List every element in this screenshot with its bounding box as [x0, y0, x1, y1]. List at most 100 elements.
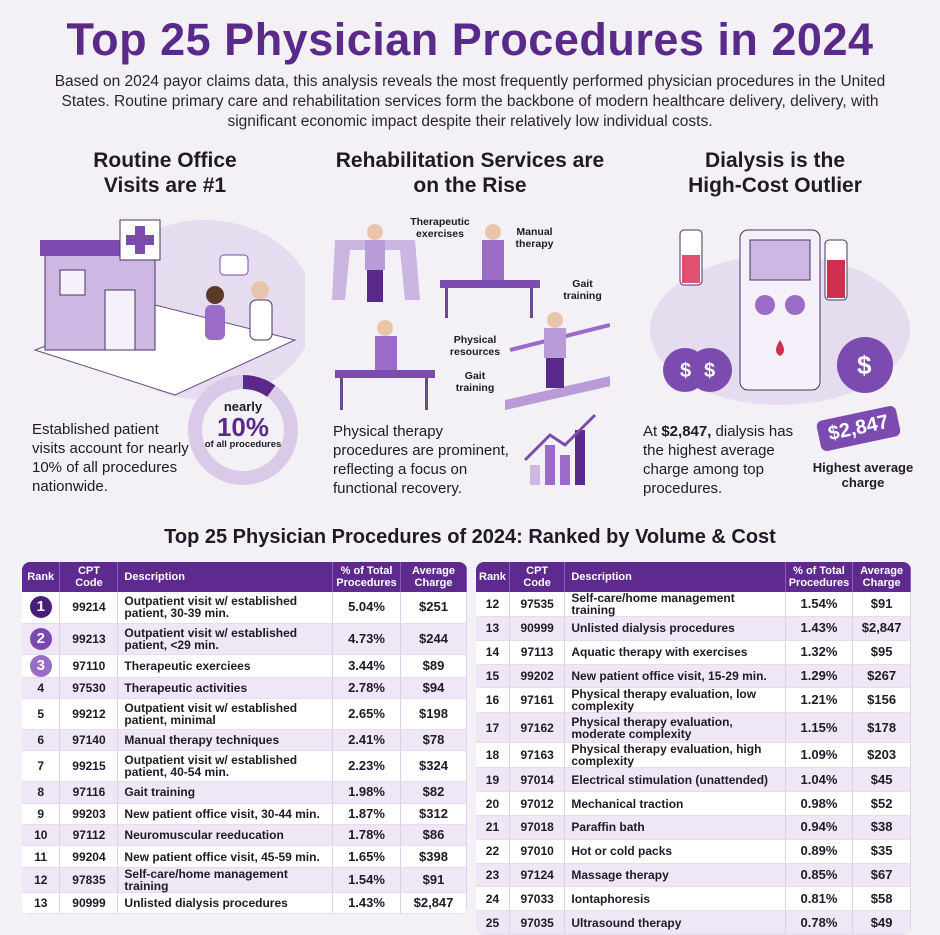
column-header: Description: [117, 562, 334, 592]
description-cell: Electrical stimulation (unattended): [564, 767, 786, 793]
percent-cell: 1.98%: [332, 781, 402, 804]
table-row: 1 99214 Outpatient visit w/ established pa…: [22, 592, 467, 624]
column-header: % of Total Procedures: [332, 562, 402, 592]
rank-cell: 23: [476, 863, 510, 888]
description-cell: Mechanical traction: [564, 791, 786, 816]
rank-cell: 13: [476, 616, 510, 641]
cpt-code-cell: 97835: [59, 867, 119, 893]
cpt-code-cell: 99214: [59, 592, 119, 624]
description-cell: Physical therapy evaluation, high comple…: [564, 742, 786, 769]
stat-value: 10%: [216, 412, 270, 442]
percent-cell: 1.78%: [332, 824, 402, 847]
percent-cell: 1.09%: [785, 742, 854, 769]
rehab-illustration: [332, 224, 610, 485]
description-cell: Outpatient visit w/ established patient,…: [117, 698, 334, 730]
label-gait-training-2: Gait training: [455, 370, 495, 394]
section-heading: Rehabilitation Services are on the Rise: [335, 149, 605, 197]
cpt-code-cell: 97163: [509, 742, 566, 769]
rank-badge: 2: [29, 627, 52, 650]
average-charge-cell: $58: [852, 886, 911, 912]
column-header: Average Charge: [400, 562, 467, 592]
description-cell: Neuromuscular reeducation: [117, 824, 334, 847]
percent-cell: 1.54%: [332, 867, 402, 893]
percent-cell: 2.78%: [332, 677, 402, 699]
table-row: 13 90999 Unlisted dialysis procedures 1.43%…: [476, 616, 911, 641]
description-cell: Outpatient visit w/ established patient,…: [117, 623, 334, 655]
percent-cell: 0.94%: [785, 815, 854, 840]
page-title: Top 25 Physician Procedures in 2024: [66, 14, 874, 65]
description-cell: Unlisted dialysis procedures: [564, 616, 786, 641]
average-charge-cell: $2,847: [400, 892, 467, 915]
table-row: 13 90999 Unlisted dialysis procedures 1.43%…: [22, 892, 467, 915]
section-caption: Physical therapy procedures are prominen…: [333, 423, 509, 497]
description-cell: Manual therapy techniques: [117, 729, 334, 752]
table-row: 11 99204 New patient office visit, 45-59 m…: [22, 845, 467, 868]
table-row: 12 97535 Self-care/home management trainin…: [476, 592, 911, 617]
description-cell: New patient office visit, 45-59 min.: [117, 845, 334, 868]
rank-badge: 3: [29, 654, 52, 677]
average-charge-cell: $94: [400, 677, 467, 699]
average-charge-cell: $203: [852, 742, 911, 769]
cpt-code-cell: 97113: [509, 640, 566, 665]
rank-cell: 20: [476, 791, 510, 816]
table-row: 25 97035 Ultrasound therapy 0.78% $49: [476, 910, 911, 935]
percent-cell: 0.81%: [785, 886, 854, 912]
percent-cell: 2.65%: [332, 698, 402, 730]
rank-cell: 11: [22, 845, 61, 868]
average-charge-cell: $324: [400, 750, 467, 783]
average-charge-cell: $2,847: [852, 616, 911, 641]
table-row: 2 99213 Outpatient visit w/ established pa…: [22, 623, 467, 655]
percent-cell: 1.32%: [785, 640, 854, 665]
table-row: 7 99215 Outpatient visit w/ established pa…: [22, 750, 467, 783]
rank-cell: 2: [22, 623, 61, 655]
percent-cell: 4.73%: [332, 623, 402, 655]
cpt-code-cell: 97162: [509, 712, 566, 744]
percent-cell: 2.41%: [332, 729, 402, 752]
rank-cell: 17: [476, 712, 510, 744]
average-charge-cell: $86: [400, 824, 467, 847]
cpt-code-cell: 97110: [59, 654, 119, 678]
column-header: % of Total Procedures: [785, 562, 854, 592]
description-cell: Outpatient visit w/ established patient,…: [117, 592, 334, 624]
table-row: 22 97010 Hot or cold packs 0.89% $35: [476, 839, 911, 864]
percent-cell: 0.89%: [785, 839, 854, 864]
section-dialysis: Dialysis is the High-Cost Outlier: [625, 148, 925, 198]
description-cell: Self-care/home management training: [564, 592, 786, 617]
caption-bold: $2,847,: [661, 423, 712, 440]
description-cell: Physical therapy evaluation, low complex…: [564, 687, 786, 714]
percent-cell: 1.87%: [332, 803, 402, 826]
caption-pre: At: [643, 423, 662, 440]
rank-cell: 19: [476, 767, 510, 793]
description-cell: Aquatic therapy with exercises: [564, 640, 786, 665]
average-charge-cell: $91: [852, 592, 911, 617]
percent-cell: 1.21%: [785, 687, 854, 714]
table-row: 14 97113 Aquatic therapy with exercises 1.3…: [476, 640, 911, 665]
clinic-illustration: [33, 219, 305, 400]
rank-cell: 16: [476, 687, 510, 714]
rank-cell: 1: [22, 592, 61, 624]
average-charge-cell: $95: [852, 640, 911, 665]
average-charge-cell: $82: [400, 781, 467, 804]
cpt-code-cell: 99203: [59, 803, 119, 826]
rank-cell: 8: [22, 781, 61, 804]
description-cell: Paraffin bath: [564, 815, 786, 840]
section-rehab: Rehabilitation Services are on the Rise: [320, 148, 620, 198]
table-row: 17 97162 Physical therapy evaluation, mode…: [476, 712, 911, 744]
column-header: Rank: [22, 562, 61, 592]
column-header: Average Charge: [852, 562, 911, 592]
rank-cell: 22: [476, 839, 510, 864]
cpt-code-cell: 97124: [509, 863, 566, 888]
caption-post: dialysis has the highest average charge …: [643, 423, 794, 497]
percent-cell: 5.04%: [332, 592, 402, 624]
description-cell: Unlisted dialysis procedures: [117, 892, 334, 915]
table-row: 10 97112 Neuromuscular reeducation 1.78% $86: [22, 824, 467, 847]
cpt-code-cell: 99212: [59, 698, 119, 730]
rank-cell: 6: [22, 729, 61, 752]
percent-cell: 1.04%: [785, 767, 854, 793]
cpt-code-cell: 99215: [59, 750, 119, 783]
rank-cell: 9: [22, 803, 61, 826]
cpt-code-cell: 97018: [509, 815, 566, 840]
average-charge-cell: $91: [400, 867, 467, 893]
cpt-code-cell: 97530: [59, 677, 119, 699]
table-row: 21 97018 Paraffin bath 0.94% $38: [476, 815, 911, 840]
